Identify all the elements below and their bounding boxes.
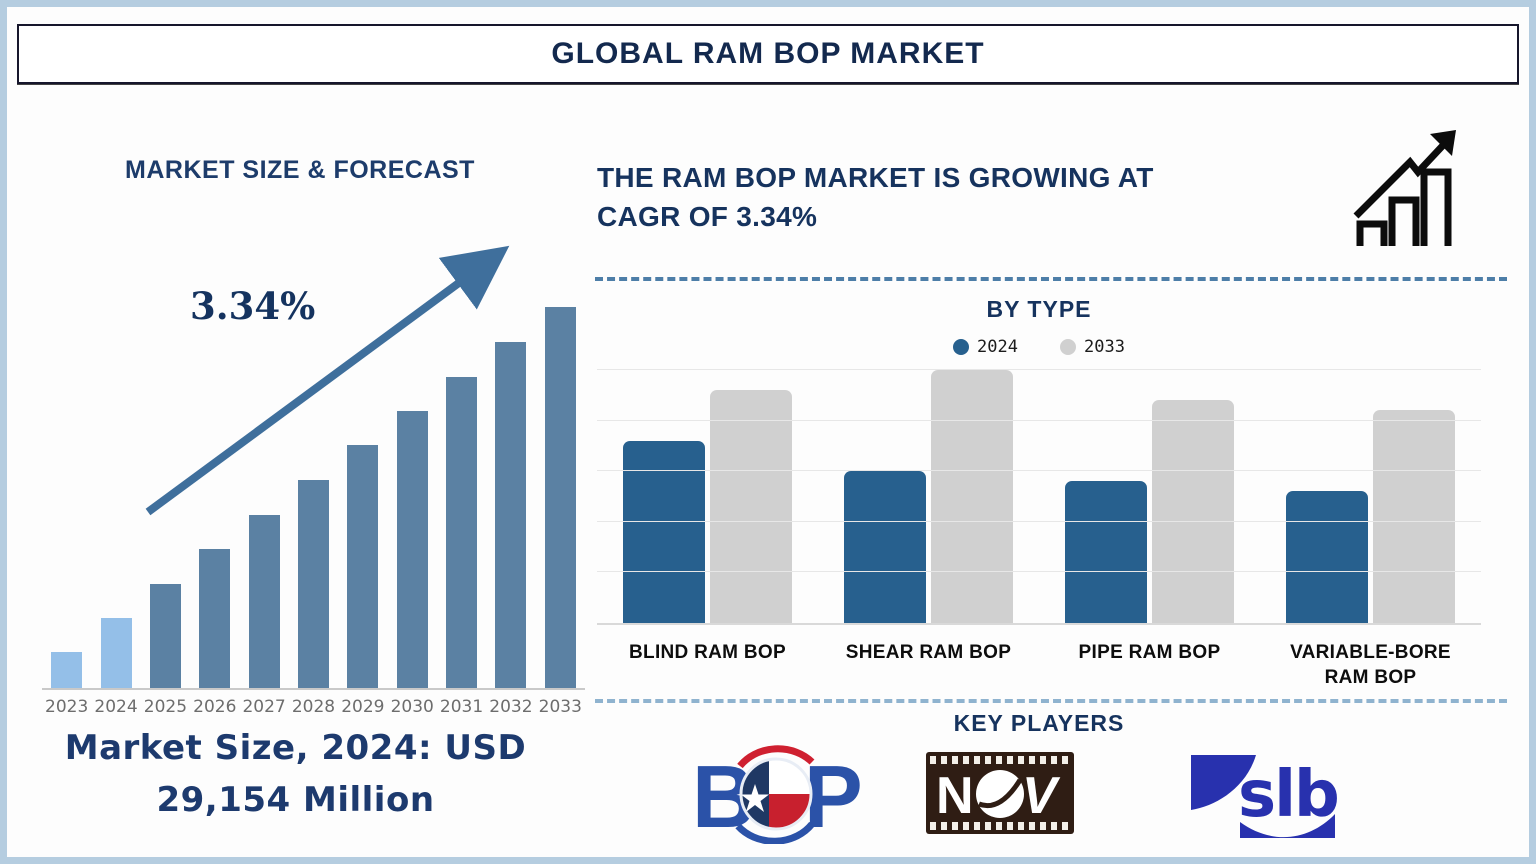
gridline xyxy=(597,571,1481,572)
category-label-pipe-ram-bop: PIPE RAM BOP xyxy=(1078,642,1221,663)
bop-products-logo: B P xyxy=(692,745,860,844)
nov-logo: N V xyxy=(926,752,1074,834)
forecast-bar-column-2023 xyxy=(42,300,91,688)
year-label-2031: 2031 xyxy=(439,697,484,717)
slb-logo: slb xyxy=(1191,755,1338,838)
key-players-title: KEY PLAYERS xyxy=(953,710,1125,736)
legend-dot-2024 xyxy=(953,339,970,355)
category-label-shear-ram-bop: SHEAR RAM BOP xyxy=(845,642,1012,663)
forecast-bar-column-2025 xyxy=(141,300,190,688)
forecast-bar-column-2032 xyxy=(486,300,535,688)
slb-top-swoosh xyxy=(1191,755,1256,810)
forecast-bar-column-2027 xyxy=(239,300,288,688)
bar-2024-blind-ram-bop xyxy=(623,441,705,623)
forecast-bar-2024 xyxy=(100,618,132,688)
legend-item-2024: 2024 xyxy=(953,337,1018,357)
gridline xyxy=(597,521,1481,522)
year-label-2030: 2030 xyxy=(390,697,434,717)
forecast-bar-2026 xyxy=(199,549,231,688)
title-bar: GLOBAL RAM BOP MARKET xyxy=(17,24,1519,84)
legend-item-2033: 2033 xyxy=(1060,337,1125,357)
legend-dot-2033 xyxy=(1060,339,1076,355)
forecast-bar-2028 xyxy=(297,480,329,688)
gridline xyxy=(597,470,1481,471)
year-label-2032: 2032 xyxy=(489,697,533,717)
by-type-title: BY TYPE xyxy=(986,296,1092,322)
legend-label-2033: 2033 xyxy=(1084,337,1125,357)
legend-label-2024: 2024 xyxy=(977,337,1018,357)
nov-letter-n: N xyxy=(936,767,974,825)
by-type-x-axis: BLIND RAM BOP SHEAR RAM BOP PIPE RAM BOP VA… xyxy=(597,640,1481,690)
year-label-2026: 2026 xyxy=(193,697,237,717)
category-label-variable-bore-ram-bop: VARIABLE-BORE RAM BOP xyxy=(1290,642,1451,688)
forecast-bar-2025 xyxy=(149,584,181,688)
bar-group-pipe-ram-bop xyxy=(1039,372,1260,623)
year-label-2027: 2027 xyxy=(242,697,286,717)
year-label-2023: 2023 xyxy=(45,697,89,717)
forecast-bar-column-2024 xyxy=(91,300,140,688)
by-type-legend: 2024 2033 xyxy=(597,337,1481,357)
year-label-2025: 2025 xyxy=(143,697,188,717)
slb-wordmark: slb xyxy=(1238,758,1338,832)
bar-group-blind-ram-bop xyxy=(597,372,818,623)
market-size-caption: Market Size, 2024: USD 29,154 Million xyxy=(18,722,573,826)
forecast-bar-column-2031 xyxy=(437,300,486,688)
nov-letter-v: V xyxy=(1022,767,1061,825)
market-size-heading: MARKET SIZE & FORECAST xyxy=(125,156,475,184)
dashed-divider-bottom xyxy=(595,699,1507,703)
by-type-bar-chart xyxy=(597,369,1481,625)
category-label-blind-ram-bop: BLIND RAM BOP xyxy=(629,642,786,663)
forecast-bar-column-2030 xyxy=(388,300,437,688)
forecast-bar-column-2028 xyxy=(289,300,338,688)
forecast-bar-column-2026 xyxy=(190,300,239,688)
cagr-headline-line-1: THE RAM BOP MARKET IS GROWING AT xyxy=(597,162,1154,193)
forecast-bar-2032 xyxy=(495,342,527,688)
bar-2024-variable-bore-ram-bop xyxy=(1286,491,1368,623)
year-label-2024: 2024 xyxy=(94,697,138,717)
gridline xyxy=(597,420,1481,421)
forecast-bar-column-2029 xyxy=(338,300,387,688)
bar-2033-variable-bore-ram-bop xyxy=(1373,410,1455,623)
market-size-bar-chart xyxy=(42,300,585,690)
bar-2024-pipe-ram-bop xyxy=(1065,481,1147,623)
forecast-bar-column-2033 xyxy=(536,300,585,688)
bar-group-variable-bore-ram-bop xyxy=(1260,372,1481,623)
forecast-bar-2033 xyxy=(544,307,576,688)
bar-2033-shear-ram-bop xyxy=(931,370,1013,623)
bop-blue-swoosh xyxy=(735,821,815,844)
year-label-2028: 2028 xyxy=(291,697,336,717)
forecast-bar-2029 xyxy=(347,445,379,688)
year-label-2033: 2033 xyxy=(538,697,582,717)
by-type-bar-groups xyxy=(597,370,1481,623)
year-label-2029: 2029 xyxy=(341,697,385,717)
bop-red-swoosh xyxy=(737,745,815,769)
slb-bottom-swoosh xyxy=(1240,814,1335,838)
bar-2033-blind-ram-bop xyxy=(710,390,792,623)
market-size-x-axis: 2023 2024 2025 2026 2027 2028 2029 2030 2031 2032… xyxy=(42,697,585,717)
bar-group-shear-ram-bop xyxy=(818,370,1039,623)
cagr-value-label: 3.34% xyxy=(190,284,316,328)
dashed-divider-top xyxy=(595,277,1507,281)
bar-2033-pipe-ram-bop xyxy=(1152,400,1234,623)
caption-line-1: Market Size, 2024: USD xyxy=(64,728,527,768)
forecast-bar-2027 xyxy=(248,515,280,688)
page-title: GLOBAL RAM BOP MARKET xyxy=(551,37,985,70)
cagr-headline-line-2: CAGR OF 3.34% xyxy=(597,201,818,232)
growth-chart-icon xyxy=(1353,130,1456,246)
gridline xyxy=(597,369,1481,370)
caption-line-2: 29,154 Million xyxy=(156,780,435,820)
growth-trend-arrow-icon xyxy=(145,245,510,516)
forecast-bar-2023 xyxy=(51,652,83,688)
cagr-headline: THE RAM BOP MARKET IS GROWING AT CAGR OF… xyxy=(597,158,1317,236)
forecast-bar-2030 xyxy=(396,411,428,688)
forecast-bar-2031 xyxy=(446,377,478,688)
bar-2024-shear-ram-bop xyxy=(844,471,926,623)
nov-ball-o xyxy=(976,770,1024,818)
